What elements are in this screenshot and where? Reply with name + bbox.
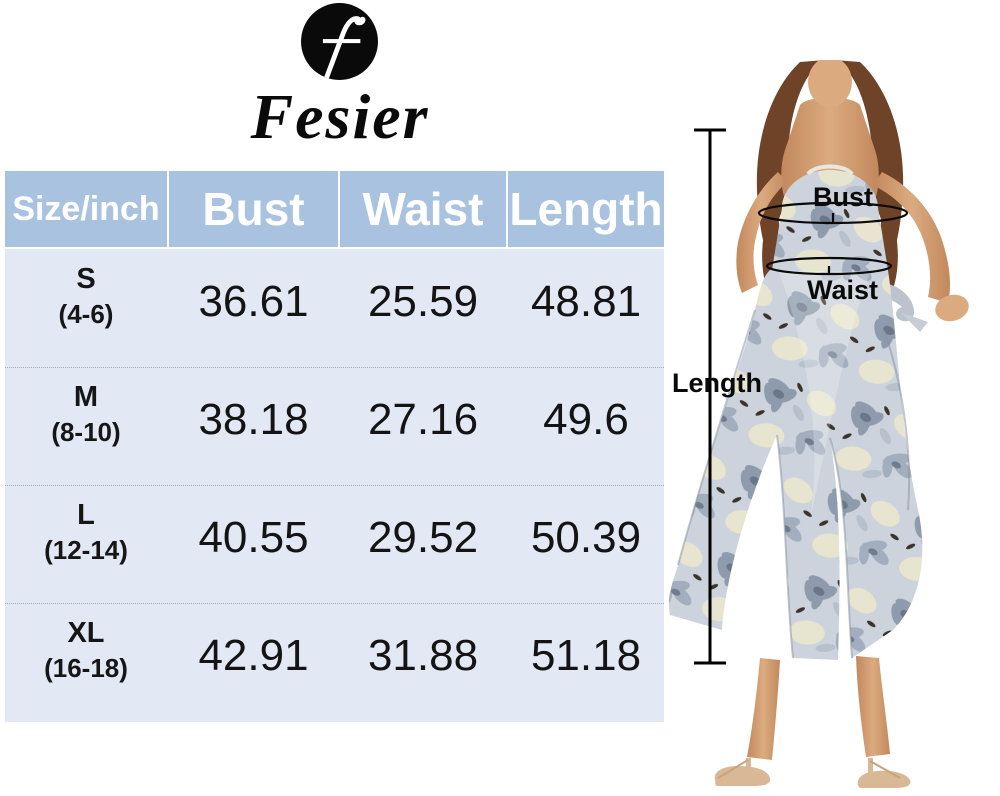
svg-text:Bust: Bust <box>813 182 873 212</box>
svg-text:Waist: Waist <box>807 275 878 305</box>
